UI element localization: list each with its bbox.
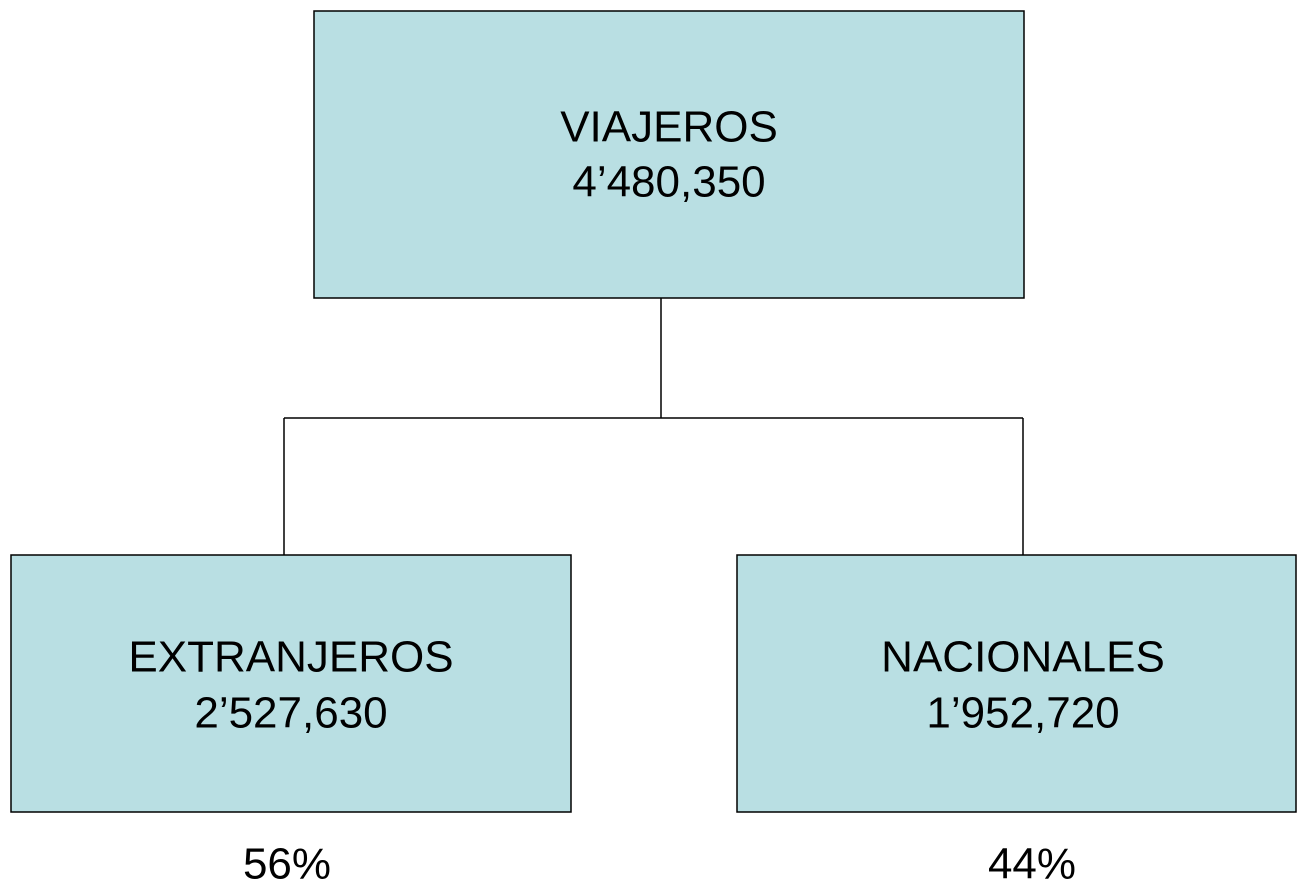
node-value: 2’527,630 (194, 689, 387, 738)
node-value: 1’952,720 (926, 689, 1119, 738)
node-value: 4’480,350 (572, 158, 765, 207)
node-share: 44% (988, 840, 1076, 889)
root-box (313, 10, 1025, 299)
node-label: VIAJEROS (560, 103, 778, 152)
child-box (10, 554, 572, 813)
node-share: 56% (243, 840, 331, 889)
node-label: EXTRANJEROS (128, 633, 453, 682)
node-label: NACIONALES (881, 633, 1165, 682)
child-box (736, 554, 1297, 813)
